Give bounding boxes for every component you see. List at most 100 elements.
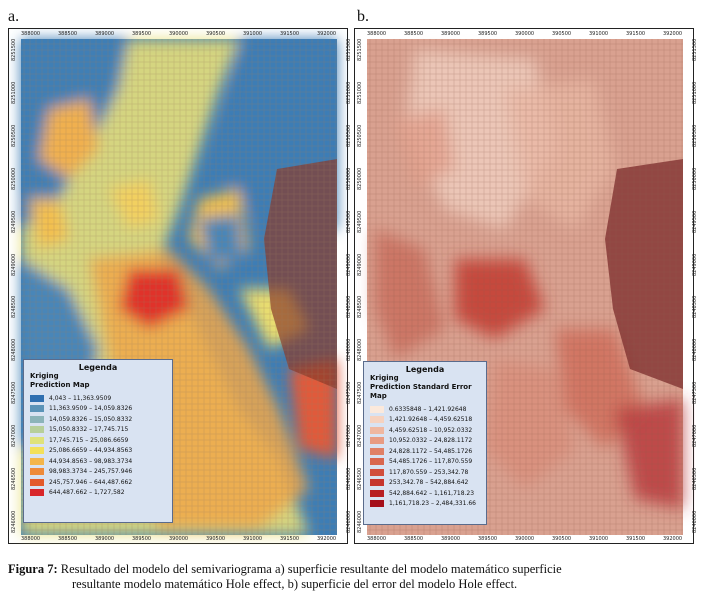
- y-tick-label: 8251500: [11, 38, 17, 61]
- panel-b-letter: b.: [357, 8, 369, 25]
- prediction-map: Legenda Kriging Prediction Map 4,043 – 1…: [8, 28, 352, 544]
- y-tick-label: 8250000: [692, 167, 698, 190]
- y-tick-label: 8246000: [357, 510, 363, 533]
- legend-subtitle-map: Prediction Map: [30, 381, 90, 389]
- legend-label: 25,086.6659 – 44,934.8563: [49, 447, 133, 455]
- x-tick-label: 390500: [206, 31, 226, 37]
- x-tick-label: 390000: [515, 31, 535, 37]
- legend-swatch: [370, 426, 384, 434]
- y-tick-label: 8249000: [692, 253, 698, 276]
- prediction-legend: Legenda Kriging Prediction Map 4,043 – 1…: [23, 359, 173, 523]
- legend-item: 24,828.1172 – 54,485.1726: [364, 446, 486, 457]
- legend-label: 1,421.92648 – 4,459.62518: [389, 416, 473, 424]
- error-legend: Legenda Kriging Prediction Standard Erro…: [363, 361, 487, 525]
- legend-swatch: [370, 405, 384, 413]
- legend-swatch: [30, 436, 44, 444]
- x-tick-label: 392000: [317, 536, 337, 542]
- x-tick-label: 390000: [169, 536, 189, 542]
- x-tick-label: 389000: [441, 536, 461, 542]
- legend-item: 4,043 – 11,363.9509: [24, 393, 172, 404]
- x-tick-label: 389500: [132, 31, 152, 37]
- legend-swatch: [30, 415, 44, 423]
- y-tick-label: 8246500: [357, 467, 363, 491]
- x-tick-label: 392000: [663, 31, 683, 37]
- y-tick-label: 8250500: [357, 124, 363, 147]
- standard-error-map-image: [367, 39, 683, 535]
- legend-swatch: [30, 394, 44, 402]
- legend-item: 98,983.3734 – 245,757.946: [24, 467, 172, 478]
- y-tick-label: 8249500: [357, 210, 363, 233]
- x-tick-label: 389500: [132, 536, 152, 542]
- x-tick-label: 391500: [280, 536, 300, 542]
- y-tick-label: 8246000: [11, 510, 17, 533]
- legend-item: 54,485.1726 – 117,870.559: [364, 457, 486, 468]
- y-tick-label: 8250500: [346, 124, 352, 147]
- y-tick-label: 8249000: [346, 253, 352, 276]
- legend-item: 4,459.62518 – 10,952.0332: [364, 425, 486, 436]
- legend-item: 644,487.662 – 1,727,582: [24, 488, 172, 499]
- legend-label: 117,870.559 – 253,342.78: [389, 468, 469, 476]
- legend-label: 0.6335848 – 1,421.92648: [389, 405, 467, 413]
- legend-swatch: [370, 468, 384, 476]
- x-tick-label: 388000: [21, 31, 41, 37]
- legend-label: 245,757.946 – 644,487.662: [49, 478, 133, 486]
- legend-swatch: [370, 489, 384, 497]
- y-tick-label: 8247500: [346, 381, 352, 405]
- legend-subtitle-kriging: Kriging: [30, 372, 59, 380]
- legend-swatch: [30, 405, 44, 413]
- legend-item: 15,050.8332 – 17,745.715: [24, 425, 172, 436]
- x-tick-label: 391500: [626, 31, 646, 37]
- x-tick-label: 391000: [589, 536, 609, 542]
- legend-label: 4,043 – 11,363.9509: [49, 394, 112, 402]
- legend-item: 17,745.715 – 25,086.6659: [24, 435, 172, 446]
- legend-subtitle-map: Prediction Standard Error Map: [370, 383, 472, 400]
- x-tick-label: 390500: [552, 31, 572, 37]
- y-tick-label: 8248500: [11, 296, 17, 319]
- legend-item: 0.6335848 – 1,421.92648: [364, 404, 486, 415]
- y-tick-label: 8251500: [346, 38, 352, 61]
- y-tick-label: 8247000: [11, 424, 17, 448]
- y-tick-label: 8246000: [692, 510, 698, 533]
- y-tick-label: 8251500: [692, 38, 698, 61]
- legend-label: 10,952.0332 – 24,828.1172: [389, 437, 473, 445]
- y-tick-label: 8251000: [346, 81, 352, 104]
- y-tick-label: 8247000: [692, 424, 698, 448]
- legend-subtitle-kriging: Kriging: [370, 374, 399, 382]
- legend-item: 14,059.8326 – 15,050.8332: [24, 414, 172, 425]
- x-tick-label: 388500: [404, 31, 424, 37]
- y-tick-label: 8249500: [11, 210, 17, 233]
- x-tick-label: 388000: [367, 31, 387, 37]
- y-tick-label: 8250000: [357, 167, 363, 190]
- legend-swatch: [30, 447, 44, 455]
- y-tick-label: 8248500: [357, 296, 363, 319]
- legend-label: 11,363.9509 – 14,059.8326: [49, 405, 133, 413]
- y-tick-label: 8247000: [346, 424, 352, 448]
- x-tick-label: 388000: [21, 536, 41, 542]
- legend-swatch: [370, 479, 384, 487]
- y-tick-label: 8249000: [357, 253, 363, 276]
- y-tick-label: 8247500: [11, 381, 17, 405]
- legend-label: 1,161,718.23 – 2,484,331.66: [389, 500, 476, 508]
- legend-label: 54,485.1726 – 117,870.559: [389, 458, 473, 466]
- legend-swatch: [30, 426, 44, 434]
- legend-swatch: [30, 478, 44, 486]
- legend-item: 1,161,718.23 – 2,484,331.66: [364, 499, 486, 510]
- y-tick-label: 8249000: [11, 253, 17, 276]
- legend-label: 253,342.78 – 542,884.642: [389, 479, 469, 487]
- x-tick-label: 388500: [58, 31, 78, 37]
- legend-label: 4,459.62518 – 10,952.0332: [389, 426, 473, 434]
- legend-label: 17,745.715 – 25,086.6659: [49, 436, 129, 444]
- legend-label: 44,934.8563 – 98,983.3734: [49, 457, 133, 465]
- y-tick-label: 8247500: [692, 381, 698, 405]
- y-tick-label: 8251500: [357, 38, 363, 61]
- legend-item: 253,342.78 – 542,884.642: [364, 478, 486, 489]
- x-tick-label: 389500: [478, 31, 498, 37]
- x-tick-label: 388000: [367, 536, 387, 542]
- caption-line-2: resultante modelo matemático Hole effect…: [72, 577, 518, 591]
- legend-item: 117,870.559 – 253,342.78: [364, 467, 486, 478]
- x-tick-label: 390500: [206, 536, 226, 542]
- legend-title: Legenda: [405, 365, 445, 374]
- legend-swatch: [370, 437, 384, 445]
- y-tick-label: 8246500: [11, 467, 17, 491]
- y-tick-label: 8250000: [346, 167, 352, 190]
